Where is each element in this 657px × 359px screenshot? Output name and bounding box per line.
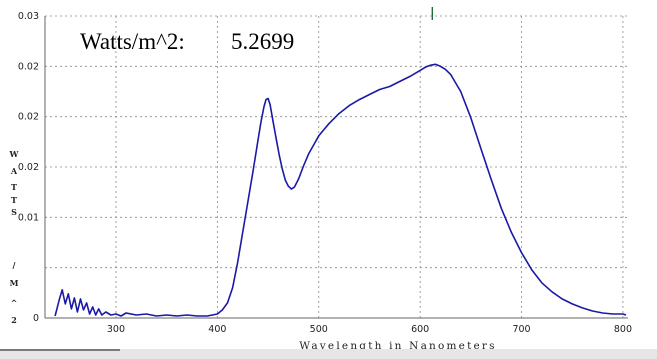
chart-grid [45,15,628,318]
y-label-letter: T [11,195,17,205]
x-tick-labels: 300 400 500 600 700 800 [107,324,632,335]
bottom-status-strip [0,349,657,359]
y-label-letter: W [9,149,20,159]
y-label-letter: 2 [11,315,17,325]
y-label-letter: M [10,278,19,288]
series-layer [54,63,627,317]
y-tick-labels: 0 0.01 0.02 0.02 0.02 0.03 [18,11,39,324]
x-tick-label: 300 [107,324,125,335]
y-tick-label: 0.02 [18,112,39,123]
watts-readout-value: 5.2699 [231,29,294,54]
y-label-letter: / [13,260,16,270]
y-tick-label: 0.01 [18,212,39,223]
watts-readout-label: Watts/m^2: [80,29,185,54]
chart-axes [44,16,628,319]
x-tick-label: 700 [512,324,530,335]
y-tick-label: 0.03 [18,11,39,22]
x-tick-label: 400 [208,324,226,335]
y-label-letter: A [10,166,18,176]
x-tick-label: 800 [614,324,632,335]
y-tick-label: 0.02 [18,61,39,72]
y-label-letter: S [11,207,17,217]
y-tick-label: 0 [33,313,39,324]
y-label-letter: ^ [11,298,18,308]
y-tick-label: 0.02 [18,162,39,173]
bottom-strip-line [0,349,120,351]
x-tick-label: 600 [411,324,429,335]
y-label-letter: T [11,182,17,192]
spectrum-series-line [54,63,627,317]
x-tick-label: 500 [310,324,328,335]
